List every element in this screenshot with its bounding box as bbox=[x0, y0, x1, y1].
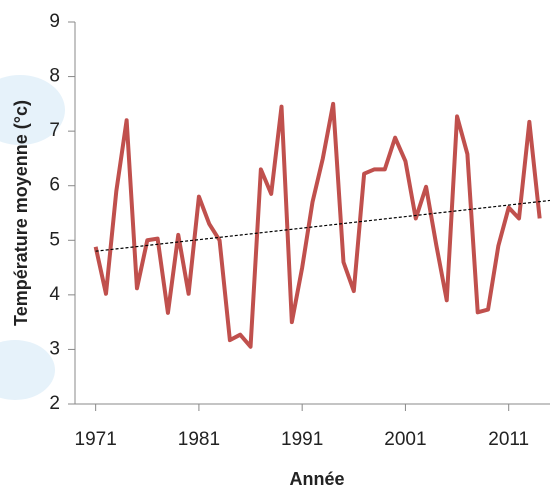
data-line bbox=[93, 101, 542, 349]
background-cloud bbox=[0, 340, 55, 400]
x-tick-label: 2011 bbox=[488, 429, 529, 450]
trend-line bbox=[95, 199, 550, 252]
background-cloud bbox=[0, 75, 65, 145]
x-axis-title: Année bbox=[289, 469, 344, 489]
y-tick-label: 7 bbox=[49, 120, 60, 141]
y-tick-label: 5 bbox=[49, 229, 60, 250]
x-tick-label: 1971 bbox=[75, 429, 117, 450]
y-tick-label: 8 bbox=[49, 66, 60, 87]
y-axis-title: Température moyenne (°c) bbox=[11, 100, 31, 326]
y-tick-label: 2 bbox=[49, 393, 60, 414]
y-tick-label: 4 bbox=[49, 284, 60, 305]
x-tick-label: 1981 bbox=[178, 429, 220, 450]
y-tick-label: 3 bbox=[49, 338, 60, 359]
y-tick-label: 6 bbox=[49, 175, 60, 196]
x-tick-label: 2001 bbox=[384, 429, 426, 450]
y-tick-label: 9 bbox=[49, 11, 60, 32]
x-tick-label: 1991 bbox=[281, 429, 323, 450]
